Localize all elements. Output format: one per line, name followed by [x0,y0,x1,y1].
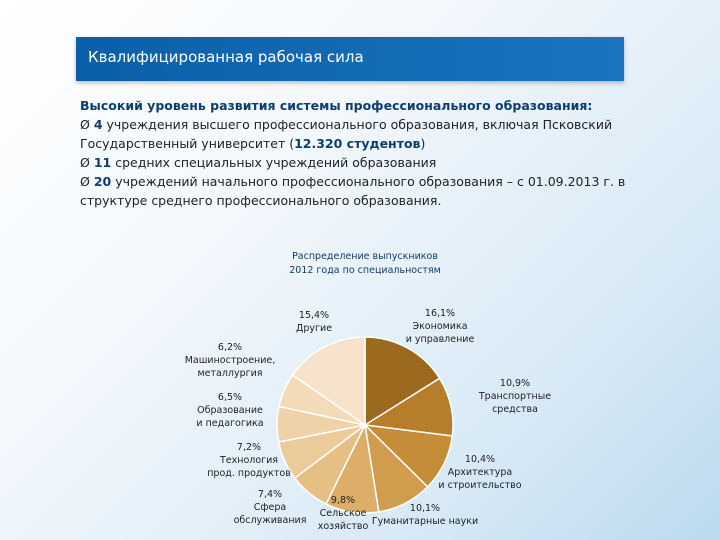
slice-category: Машиностроение, [185,355,276,366]
slice-category: Сельское [320,508,367,519]
bullet-1-text: учреждения высшего профессионального обр… [80,117,613,151]
slice-category: средства [492,404,538,415]
bullet-3-number: 20 [93,174,112,189]
chart-title-line-2: 2012 года по специальностям [289,265,441,276]
slice-label: 15,4% Другие [296,310,332,334]
slice-value: 7,4% [258,489,282,500]
slice-category: Образование [197,405,263,416]
slice-label: 6,5% Образование и педагогика [196,392,263,429]
slice-category: Сфера [254,502,286,513]
bullet-1-tail: ) [420,136,426,151]
slice-category: Архитектура [448,467,512,478]
slice-category: Другие [296,323,332,334]
slice-category: Экономика [412,321,467,332]
slice-label: 10,9% Транспортные средства [478,378,551,415]
pie-slice [364,336,441,427]
slice-category: Гуманитарные науки [372,516,478,527]
slice-label: 6,2% Машиностроение, металлургия [185,342,276,379]
slice-category: хозяйство [318,521,369,532]
bullet-2-text: средних специальных учреждений образован… [111,155,437,170]
slice-value: 16,1% [425,308,455,319]
section-heading: Высокий уровень развития системы професс… [80,98,593,113]
pie-slice [291,336,366,427]
slice-category: прод. продуктов [207,468,291,479]
bullet-marker: Ø [80,174,90,189]
slice-value: 7,2% [237,442,261,453]
chart-title-line-1: Распределение выпускников [292,251,438,262]
slice-value: 6,5% [218,392,242,403]
slice-category: Технология [219,455,278,466]
bullet-marker: Ø [80,155,90,170]
bullet-2: Ø 11 средних специальных учреждений обра… [80,153,680,172]
slice-category: и педагогика [196,418,263,429]
page-title: Квалифицированная рабочая сила [88,48,364,66]
bullet-1-number: 4 [93,117,103,132]
bullet-3-text: учреждений начального профессионального … [80,174,626,208]
slice-value: 6,2% [218,342,242,353]
slice-value: 10,4% [465,454,495,465]
slice-value: 9,8% [331,495,355,506]
slice-category: обслуживания [234,515,307,526]
text-block: Высокий уровень развития системы професс… [80,96,680,210]
slice-label: 16,1% Экономика и управление [406,308,475,345]
bullet-2-number: 11 [93,155,112,170]
slice-label: 7,2% Технология прод. продуктов [207,442,291,479]
bullet-1-highlight: 12.320 студентов [294,136,421,151]
slice-category: и управление [406,334,475,345]
bullet-1: Ø 4 учреждения высшего профессионального… [80,115,680,153]
slice-value: 15,4% [299,310,329,321]
slice-label: 10,4% Архитектура и строительство [438,454,521,491]
slice-label: 7,4% Сфера обслуживания [234,489,307,526]
title-bar: Квалифицированная рабочая сила [76,37,624,81]
slice-value: 10,9% [500,378,530,389]
chart-title: Распределение выпускников 2012 года по с… [260,250,470,278]
slice-value: 10,1% [410,503,440,514]
slice-label: 10,1% Гуманитарные науки [372,503,478,527]
slice-category: и строительство [438,480,521,491]
slice-category: металлургия [197,368,262,379]
slice-category: Транспортные [478,391,551,402]
slice-label: 9,8% Сельское хозяйство [318,495,369,532]
bullet-marker: Ø [80,117,90,132]
bullet-3: Ø 20 учреждений начального профессиональ… [80,172,680,210]
